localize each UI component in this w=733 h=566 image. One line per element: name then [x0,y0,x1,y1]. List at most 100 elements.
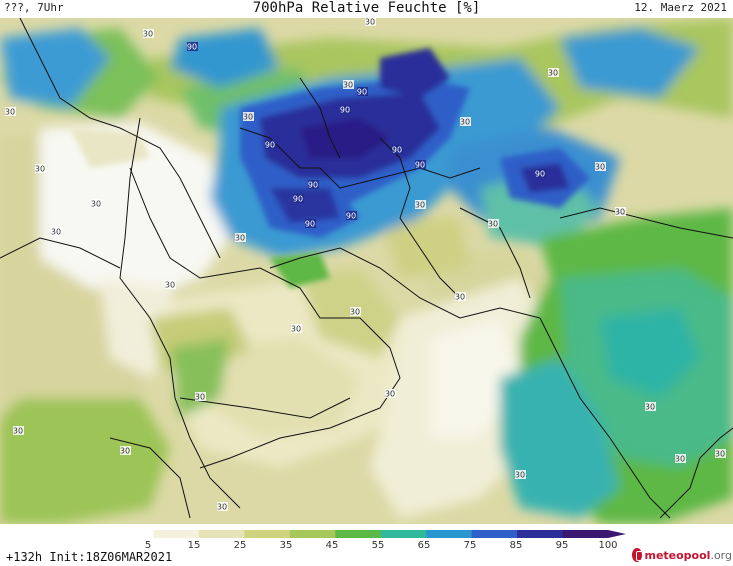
contour-label-90: 90 [293,194,304,204]
colorbar-tick-label: 5 [144,540,152,551]
colorbar-segment [380,530,427,538]
svg-text:30: 30 [143,30,153,39]
colorbar-segment [517,530,564,538]
colorbar-segment [289,530,336,538]
svg-text:30: 30 [455,293,465,302]
contour-label-90: 90 [340,105,351,115]
colorbar-tick-label: 100 [598,540,618,551]
colorbar-tick-label: 65 [417,540,431,551]
contour-label-30: 30 [243,112,254,122]
svg-text:30: 30 [343,81,353,90]
contour-labels-light: 30 30 30 30 30 30 30 30 30 30 30 30 30 30 30 30 30 30 30 30… [5,18,726,512]
humidity-core-layers [70,48,590,288]
meteopool-logo[interactable]: meteopool.org [632,546,732,564]
svg-text:90: 90 [415,161,425,170]
svg-text:30: 30 [415,201,425,210]
colorbar-segment [153,530,200,538]
contour-labels-dark: 90 90 90 90 90 90 90 90 90 90 90 [187,42,546,229]
svg-text:30: 30 [243,113,253,122]
svg-text:30: 30 [365,18,375,27]
contour-label-30: 30 [548,68,559,78]
contour-label-30: 30 [645,402,656,412]
colorbar-scale [108,530,626,538]
contour-label-30: 30 [91,199,102,209]
forecast-hour-label: ???, 7Uhr [4,1,64,14]
colorbar-segment [198,530,245,538]
svg-text:30: 30 [217,503,227,512]
contour-label-30: 30 [365,18,376,27]
footer-bar: 5 15 25 35 45 55 65 75 85 95 100 +132h Init:18Z06M… [0,524,733,566]
contour-label-30: 30 [120,446,131,456]
init-time-label: +132h Init:18Z06MAR2021 [6,550,173,564]
contour-label-30: 30 [615,207,626,217]
svg-text:30: 30 [385,390,395,399]
contour-label-30: 30 [460,117,471,127]
svg-text:30: 30 [675,455,685,464]
svg-text:30: 30 [165,281,175,290]
colorbar-ticks: 5 15 25 35 45 55 65 75 85 95 100 [108,540,628,552]
colorbar-tick-label: 25 [233,540,247,551]
contour-label-30: 30 [217,502,228,512]
contour-label-30: 30 [488,219,499,229]
svg-text:90: 90 [392,146,402,155]
contour-label-30: 30 [5,107,16,117]
svg-text:30: 30 [91,200,101,209]
svg-text:90: 90 [187,43,197,52]
svg-text:30: 30 [235,234,245,243]
svg-text:90: 90 [535,170,545,179]
contour-label-90: 90 [265,140,276,150]
svg-text:90: 90 [340,106,350,115]
svg-text:30: 30 [515,471,525,480]
humidity-map-canvas: 30 30 30 30 30 30 30 30 30 30 30 30 30 30 30 30 30 30 30 30… [0,18,733,524]
svg-text:30: 30 [51,228,61,237]
svg-text:30: 30 [460,118,470,127]
meteopool-logo-icon [632,548,645,562]
svg-text:90: 90 [293,195,303,204]
contour-label-30: 30 [195,392,206,402]
colorbar-segment [426,530,473,538]
svg-text:30: 30 [291,325,301,334]
contour-label-30: 30 [595,162,606,172]
contour-label-30: 30 [415,200,426,210]
svg-text:90: 90 [265,141,275,150]
contour-label-30: 30 [143,29,154,39]
svg-text:30: 30 [595,163,605,172]
colorbar-tick-label: 85 [509,540,523,551]
contour-label-30: 30 [343,80,354,90]
svg-text:30: 30 [120,447,130,456]
coastline-lines [0,18,733,519]
svg-text:30: 30 [615,208,625,217]
svg-text:30: 30 [195,393,205,402]
contour-label-90: 90 [187,42,198,52]
colorbar-segment [562,530,609,538]
humidity-map: 30 30 30 30 30 30 30 30 30 30 30 30 30 30 30 30 30 30 30 30… [0,18,733,524]
contour-label-90: 90 [305,219,316,229]
svg-text:90: 90 [305,220,315,229]
svg-text:30: 30 [488,220,498,229]
contour-label-30: 30 [13,426,24,436]
contour-label-30: 30 [235,233,246,243]
colorbar-tick-label: 75 [463,540,477,551]
contour-label-30: 30 [350,307,361,317]
contour-label-30: 30 [35,164,46,174]
colorbar-tick-label: 45 [325,540,339,551]
svg-text:30: 30 [350,308,360,317]
contour-label-30: 30 [675,454,686,464]
contour-label-30: 30 [165,280,176,290]
svg-text:90: 90 [357,88,367,97]
colorbar-segment [244,530,291,538]
colorbar-segment [335,530,382,538]
contour-label-90: 90 [357,87,368,97]
contour-label-30: 30 [715,449,726,459]
contour-label-90: 90 [308,180,319,190]
contour-label-30: 30 [385,389,396,399]
colorbar-tick-label: 95 [555,540,569,551]
colorbar-segment [108,530,154,538]
map-title: 700hPa Relative Feuchte [%] [252,0,481,16]
header-bar: ???, 7Uhr 700hPa Relative Feuchte [%] 12… [0,0,733,18]
svg-text:90: 90 [308,181,318,190]
svg-text:30: 30 [548,69,558,78]
colorbar-segment [471,530,518,538]
contour-label-30: 30 [291,324,302,334]
valid-date-label: 12. Maerz 2021 [634,1,727,14]
